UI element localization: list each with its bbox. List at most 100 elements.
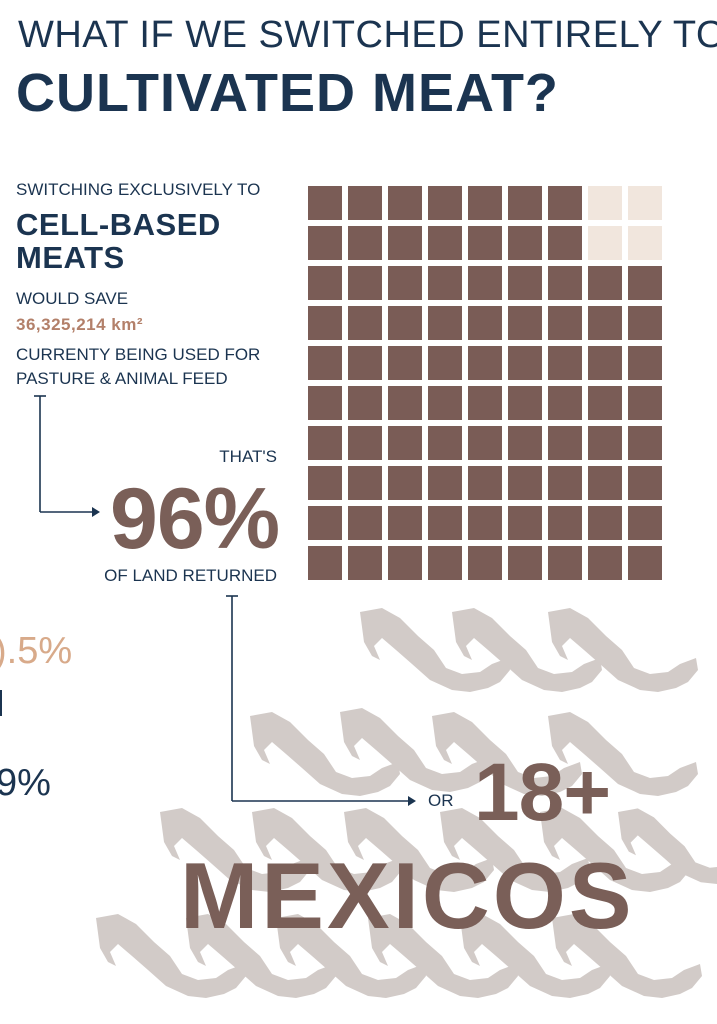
waffle-cell-saved xyxy=(508,546,542,580)
mexicos-label: MEXICOS xyxy=(180,843,635,948)
waffle-cell-saved xyxy=(508,506,542,540)
waffle-cell-saved xyxy=(348,426,382,460)
waffle-cell-saved xyxy=(348,186,382,220)
waffle-cell-saved xyxy=(588,466,622,500)
waffle-cell-saved xyxy=(588,306,622,340)
highlight-line-1: CELL-BASED xyxy=(16,207,221,242)
waffle-cell-saved xyxy=(308,426,342,460)
waffle-cell-saved xyxy=(628,266,662,300)
thats-label: THAT'S xyxy=(219,447,277,466)
waffle-cell-saved xyxy=(548,426,582,460)
waffle-cell-saved xyxy=(428,346,462,380)
mexico-count: 18+ xyxy=(474,747,611,838)
waffle-cell-unused xyxy=(628,226,662,260)
waffle-cell-saved xyxy=(308,546,342,580)
waffle-cell-saved xyxy=(348,226,382,260)
headline-line-2: CULTIVATED MEAT? xyxy=(16,63,559,123)
highlight-line-2: MEATS xyxy=(16,240,125,275)
cutoff-mark xyxy=(0,690,2,716)
waffle-cell-saved xyxy=(348,386,382,420)
waffle-cell-saved xyxy=(468,346,502,380)
waffle-cell-saved xyxy=(468,426,502,460)
area-value: 36,325,214 km² xyxy=(16,315,144,334)
currently-line-2: PASTURE & ANIMAL FEED xyxy=(16,369,228,388)
or-label: OR xyxy=(428,791,454,810)
waffle-cell-saved xyxy=(628,346,662,380)
waffle-cell-saved xyxy=(628,386,662,420)
waffle-cell-saved xyxy=(468,266,502,300)
waffle-cell-saved xyxy=(348,466,382,500)
waffle-cell-saved xyxy=(388,426,422,460)
waffle-grid xyxy=(308,186,664,582)
waffle-cell-saved xyxy=(548,346,582,380)
waffle-cell-saved xyxy=(548,226,582,260)
waffle-cell-saved xyxy=(548,386,582,420)
waffle-cell-saved xyxy=(548,466,582,500)
waffle-cell-saved xyxy=(308,266,342,300)
waffle-cell-saved xyxy=(628,546,662,580)
waffle-cell-saved xyxy=(508,226,542,260)
waffle-cell-saved xyxy=(628,466,662,500)
headline-line-1: WHAT IF WE SWITCHED ENTIRELY TO xyxy=(18,14,717,56)
waffle-cell-saved xyxy=(308,466,342,500)
waffle-cell-saved xyxy=(548,266,582,300)
waffle-cell-saved xyxy=(468,466,502,500)
land-returned-label: OF LAND RETURNED xyxy=(104,566,277,585)
waffle-cell-saved xyxy=(348,506,382,540)
waffle-cell-saved xyxy=(428,306,462,340)
waffle-cell-saved xyxy=(388,386,422,420)
waffle-cell-unused xyxy=(588,186,622,220)
waffle-cell-saved xyxy=(508,346,542,380)
waffle-cell-saved xyxy=(628,506,662,540)
waffle-cell-saved xyxy=(428,266,462,300)
waffle-cell-saved xyxy=(428,226,462,260)
waffle-cell-saved xyxy=(468,226,502,260)
waffle-cell-saved xyxy=(308,386,342,420)
waffle-cell-saved xyxy=(548,186,582,220)
waffle-cell-saved xyxy=(548,506,582,540)
waffle-cell-saved xyxy=(588,346,622,380)
waffle-cell-saved xyxy=(508,306,542,340)
waffle-cell-saved xyxy=(388,546,422,580)
waffle-cell-saved xyxy=(548,546,582,580)
intro-text: SWITCHING EXCLUSIVELY TO xyxy=(16,180,261,199)
waffle-cell-saved xyxy=(428,506,462,540)
waffle-cell-saved xyxy=(388,466,422,500)
currently-line-1: CURRENTY BEING USED FOR xyxy=(16,345,261,364)
land-percent: 96% xyxy=(110,471,280,567)
waffle-cell-saved xyxy=(308,306,342,340)
waffle-cell-saved xyxy=(508,466,542,500)
waffle-cell-saved xyxy=(428,386,462,420)
cutoff-percent-1: ).5% xyxy=(0,630,73,672)
waffle-cell-saved xyxy=(308,226,342,260)
waffle-cell-saved xyxy=(588,386,622,420)
waffle-cell-saved xyxy=(428,466,462,500)
waffle-cell-saved xyxy=(348,346,382,380)
waffle-cell-saved xyxy=(308,506,342,540)
waffle-cell-saved xyxy=(588,506,622,540)
waffle-cell-saved xyxy=(388,506,422,540)
currently-used-text: CURRENTY BEING USED FOR PASTURE & ANIMAL… xyxy=(16,343,260,391)
waffle-cell-saved xyxy=(508,386,542,420)
waffle-cell-saved xyxy=(348,266,382,300)
highlight-text: CELL-BASED MEATS xyxy=(16,208,221,274)
waffle-cell-saved xyxy=(388,306,422,340)
waffle-cell-saved xyxy=(468,186,502,220)
waffle-cell-saved xyxy=(628,426,662,460)
waffle-cell-unused xyxy=(628,186,662,220)
waffle-cell-saved xyxy=(468,386,502,420)
waffle-cell-saved xyxy=(588,426,622,460)
waffle-cell-saved xyxy=(308,346,342,380)
waffle-cell-saved xyxy=(348,546,382,580)
would-save-text: WOULD SAVE xyxy=(16,289,129,308)
waffle-cell-saved xyxy=(428,546,462,580)
waffle-cell-saved xyxy=(588,546,622,580)
waffle-cell-saved xyxy=(308,186,342,220)
waffle-cell-saved xyxy=(508,426,542,460)
waffle-cell-saved xyxy=(548,306,582,340)
waffle-cell-saved xyxy=(428,426,462,460)
waffle-cell-saved xyxy=(388,186,422,220)
waffle-cell-saved xyxy=(468,546,502,580)
waffle-cell-saved xyxy=(428,186,462,220)
